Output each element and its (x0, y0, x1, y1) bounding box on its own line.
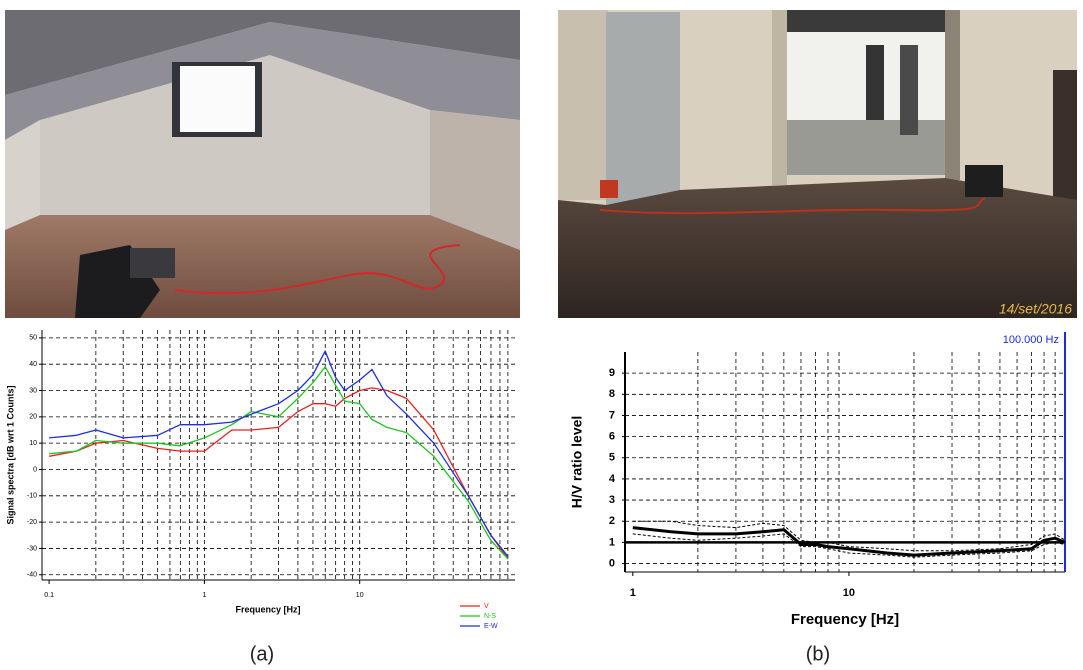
y-tick-label: 7 (609, 409, 615, 421)
y-tick-label: -40 (27, 572, 37, 579)
caption: (a) (250, 643, 274, 665)
legend-label: V (484, 603, 489, 610)
y-tick-label: 1 (609, 536, 615, 548)
x-tick-label: 10 (843, 587, 855, 599)
y-tick-label: 0 (33, 466, 37, 473)
y-tick-label: 10 (29, 440, 37, 447)
x-tick-label: 10 (356, 592, 364, 599)
y-tick-label: 30 (29, 387, 37, 394)
x-tick-label: 1 (630, 587, 636, 599)
y-tick-label: -20 (27, 519, 37, 526)
y-tick-label: 2 (609, 515, 615, 527)
y-tick-label: -10 (27, 493, 37, 500)
y-tick-label: 5 (609, 452, 615, 464)
photo-garage: 14/set/2016 (558, 10, 1077, 318)
y-tick-label: 6 (609, 431, 615, 443)
y-tick-label: 9 (609, 367, 615, 379)
y-tick-label: 40 (29, 361, 37, 368)
x-axis-label: Frequency [Hz] (791, 611, 899, 628)
y-tick-label: 50 (29, 335, 37, 342)
photo-attic (5, 10, 520, 318)
y-tick-label: -30 (27, 545, 37, 552)
y-tick-label: 8 (609, 388, 615, 400)
y-tick-label: 4 (609, 473, 616, 485)
caption: (b) (806, 643, 830, 665)
y-axis-label: Signal spectra [dB wrt 1 Counts] (5, 385, 15, 524)
y-axis-label: H/V ratio level (569, 416, 585, 509)
legend-label: N-S (484, 613, 496, 620)
plot-area-b (625, 352, 1065, 572)
y-tick-label: 3 (609, 494, 615, 506)
figure: 14/set/2016 (a) (b) -40-30-20-1001020304… (0, 0, 1083, 670)
y-tick-label: 20 (29, 414, 37, 421)
x-tick-label: 1 (202, 592, 206, 599)
legend-label: E-W (484, 623, 498, 630)
cursor-label: 100.000 Hz (1003, 334, 1059, 346)
timestamp: 14/set/2016 (999, 301, 1072, 317)
x-axis-label: Frequency [Hz] (235, 604, 300, 614)
x-tick-label: 0.1 (44, 592, 54, 599)
y-tick-label: 0 (609, 557, 615, 569)
